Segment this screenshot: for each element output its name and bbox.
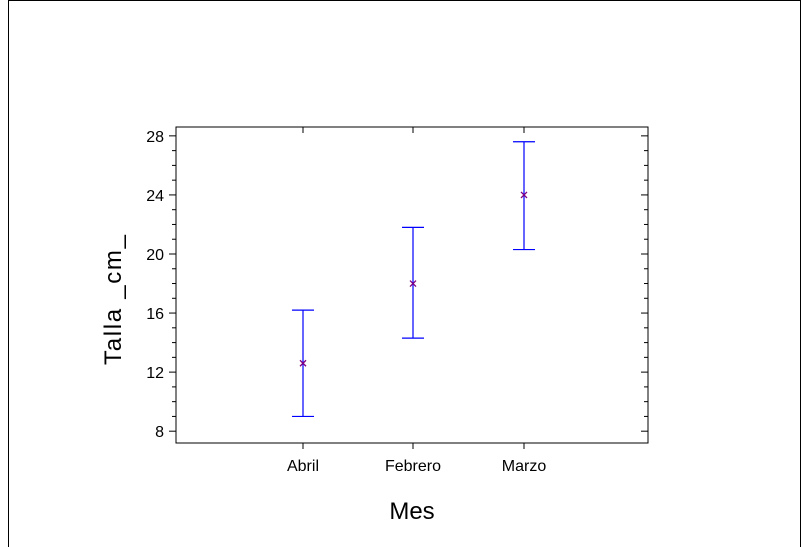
x-tick-label: Febrero: [385, 458, 441, 475]
figure-frame: [8, 0, 801, 547]
plot-area: [175, 126, 649, 444]
interval-febrero: [402, 226, 424, 339]
interval-abril: [292, 309, 314, 418]
y-tick-label: 24: [146, 188, 164, 205]
x-tick-label: Abril: [287, 458, 319, 475]
y-axis: 8 12 16 20 24 28: [146, 129, 648, 441]
y-tick-label: 12: [146, 365, 164, 382]
y-tick-label: 16: [146, 306, 164, 323]
x-axis: Abril Febrero Marzo: [287, 127, 546, 475]
y-axis-title: Talla _cm_: [100, 234, 127, 365]
y-tick-label: 28: [146, 129, 164, 146]
mean-marker: [299, 359, 307, 367]
mean-marker: [409, 280, 417, 287]
interval-marzo: [513, 141, 535, 251]
x-axis-title: Mes: [389, 498, 434, 525]
y-tick-label: 20: [146, 247, 164, 264]
x-tick-label: Marzo: [502, 458, 547, 475]
mean-marker: [520, 191, 528, 199]
intervals: [292, 141, 535, 418]
y-tick-label: 8: [155, 424, 164, 441]
